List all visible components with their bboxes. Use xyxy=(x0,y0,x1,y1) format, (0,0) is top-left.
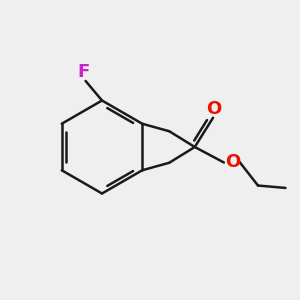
Text: O: O xyxy=(225,153,241,171)
Text: O: O xyxy=(206,100,221,118)
Text: F: F xyxy=(77,63,89,81)
